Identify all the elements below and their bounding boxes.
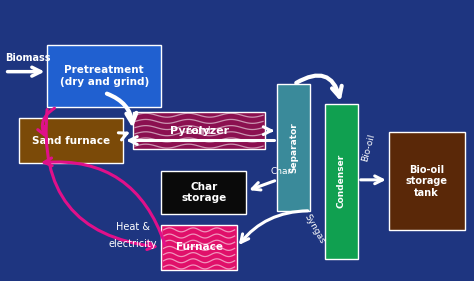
FancyBboxPatch shape (161, 225, 237, 270)
Text: Sand: Sand (187, 126, 211, 136)
Text: Condenser: Condenser (337, 154, 346, 209)
FancyBboxPatch shape (47, 45, 161, 107)
Text: Char
storage: Char storage (181, 182, 227, 203)
Text: Heat &: Heat & (116, 222, 150, 232)
Text: Biomass: Biomass (5, 53, 50, 63)
FancyBboxPatch shape (161, 171, 246, 214)
Text: Separator: Separator (290, 122, 298, 173)
Text: Bio-oil
storage
tank: Bio-oil storage tank (406, 165, 447, 198)
Text: Pyrolyzer: Pyrolyzer (170, 126, 228, 136)
Text: Bio-oil: Bio-oil (361, 133, 377, 163)
FancyBboxPatch shape (133, 112, 265, 149)
Text: electricity: electricity (109, 239, 157, 249)
FancyBboxPatch shape (389, 132, 465, 230)
FancyBboxPatch shape (19, 118, 123, 163)
Text: Char: Char (270, 167, 292, 176)
FancyBboxPatch shape (277, 84, 310, 211)
Text: Syngas: Syngas (302, 213, 327, 245)
Text: Pretreatment
(dry and grind): Pretreatment (dry and grind) (60, 65, 149, 87)
Text: Sand furnace: Sand furnace (32, 135, 110, 146)
Text: Furnace: Furnace (175, 242, 223, 252)
FancyBboxPatch shape (325, 104, 358, 259)
